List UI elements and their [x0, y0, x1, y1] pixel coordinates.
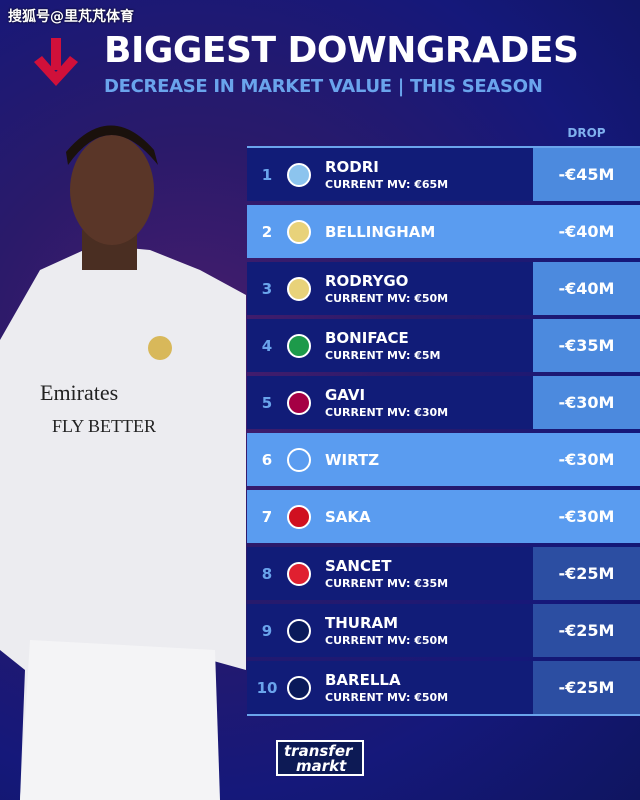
player-name: SANCET	[325, 557, 392, 575]
real-madrid-crest-icon	[287, 219, 311, 244]
rank: 10	[256, 678, 278, 697]
value-drop: -€40M	[558, 222, 615, 241]
transfermarkt-logo: transfer markt	[276, 740, 364, 776]
table-row: 7 SAKA -€30M	[247, 490, 640, 543]
current-market-value: CURRENT MV: €50M	[325, 691, 449, 704]
barcelona-crest-icon	[287, 390, 311, 415]
player-name: RODRI	[325, 158, 379, 176]
athletic-bilbao-crest-icon	[287, 561, 311, 586]
table-row: 10 BARELLA CURRENT MV: €50M -€25M	[247, 661, 640, 714]
current-market-value: CURRENT MV: €35M	[325, 577, 449, 590]
player-name: BELLINGHAM	[325, 222, 436, 241]
man-city-crest-icon	[287, 162, 311, 187]
svg-text:Emirates: Emirates	[40, 380, 118, 405]
rank: 2	[261, 222, 273, 241]
current-market-value: CURRENT MV: €50M	[325, 292, 449, 305]
current-market-value: CURRENT MV: €65M	[325, 178, 449, 191]
player-name: BONIFACE	[325, 329, 409, 347]
inter-crest-icon	[287, 675, 311, 700]
value-drop: -€30M	[558, 507, 615, 526]
watermark: 搜狐号@里芃芃体育	[8, 9, 134, 25]
page-title: BIGGEST DOWNGRADES	[104, 30, 579, 71]
inter-crest-icon	[287, 618, 311, 643]
player-name: WIRTZ	[325, 450, 380, 469]
downgrades-table: 1 RODRI CURRENT MV: €65M -€45M 2 BELLINGHAM -€…	[247, 146, 640, 716]
player-name: THURAM	[325, 614, 399, 632]
page-subtitle: DECREASE IN MARKET VALUE | THIS SEASON	[104, 76, 543, 97]
rank: 1	[261, 165, 273, 184]
table-row: 6 WIRTZ -€30M	[247, 433, 640, 486]
rank: 3	[261, 279, 273, 298]
table-row: 2 BELLINGHAM -€40M	[247, 205, 640, 258]
current-market-value: CURRENT MV: €5M	[325, 349, 441, 362]
player-name: GAVI	[325, 386, 366, 404]
logo-text-line2: markt	[296, 757, 347, 775]
table-row: 9 THURAM CURRENT MV: €50M -€25M	[247, 604, 640, 657]
value-drop: -€25M	[533, 661, 640, 714]
table-row: 8 SANCET CURRENT MV: €35M -€25M	[247, 547, 640, 600]
value-drop: -€30M	[558, 450, 615, 469]
drop-column-header: DROP	[567, 126, 606, 140]
rank: 9	[261, 621, 273, 640]
value-drop: -€25M	[533, 547, 640, 600]
arsenal-crest-icon	[287, 504, 311, 529]
player-name: SAKA	[325, 507, 371, 526]
current-market-value: CURRENT MV: €50M	[325, 634, 449, 647]
rank: 7	[261, 507, 273, 526]
value-drop: -€40M	[533, 262, 640, 315]
table-row: 4 BONIFACE CURRENT MV: €5M -€35M	[247, 319, 640, 372]
player-photo: Emirates FLY BETTER	[0, 125, 246, 800]
real-madrid-crest-icon	[287, 276, 311, 301]
liverpool-crest-icon	[287, 447, 311, 472]
rank: 6	[261, 450, 273, 469]
value-drop: -€45M	[533, 148, 640, 201]
table-row: 5 GAVI CURRENT MV: €30M -€30M	[247, 376, 640, 429]
down-arrow-icon	[34, 38, 78, 86]
rank: 4	[261, 336, 273, 355]
rank: 8	[261, 564, 273, 583]
player-name: RODRYGO	[325, 272, 409, 290]
current-market-value: CURRENT MV: €30M	[325, 406, 449, 419]
table-row: 3 RODRYGO CURRENT MV: €50M -€40M	[247, 262, 640, 315]
svg-text:FLY BETTER: FLY BETTER	[52, 416, 156, 436]
value-drop: -€35M	[533, 319, 640, 372]
werder-bremen-crest-icon	[287, 333, 311, 358]
rank: 5	[261, 393, 273, 412]
player-name: BARELLA	[325, 671, 401, 689]
logo-text-line1: transfer	[284, 742, 353, 760]
value-drop: -€30M	[533, 376, 640, 429]
value-drop: -€25M	[533, 604, 640, 657]
table-row: 1 RODRI CURRENT MV: €65M -€45M	[247, 148, 640, 201]
